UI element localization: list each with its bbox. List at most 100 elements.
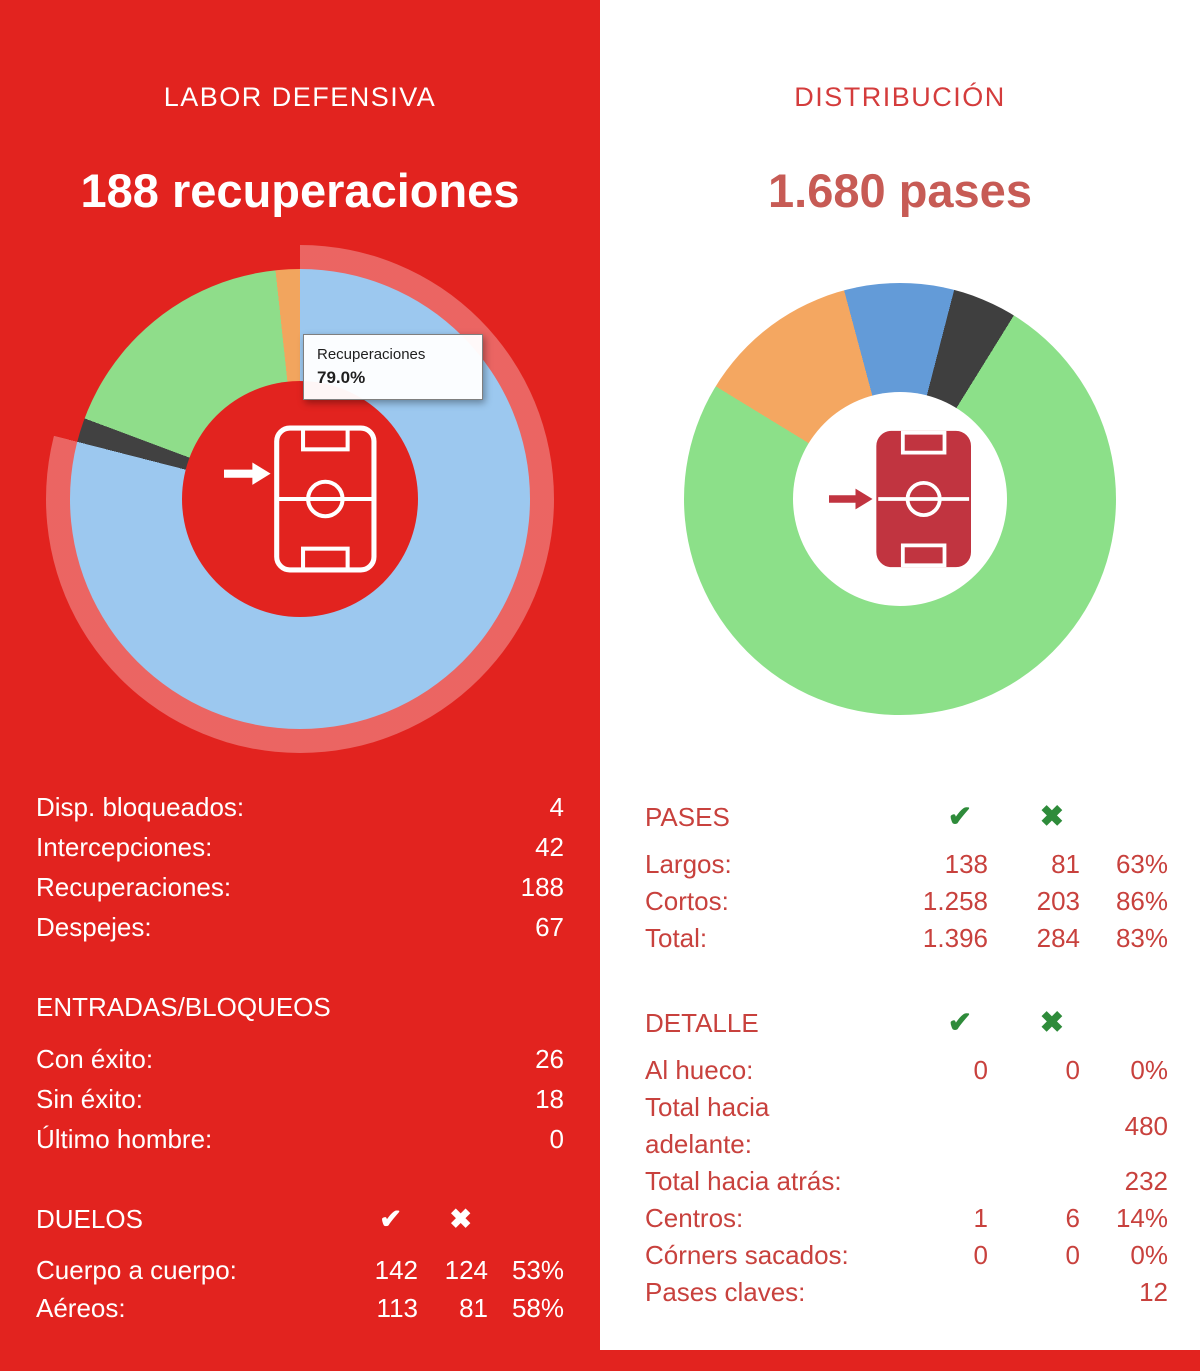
detail-pct: 12 [1139, 1277, 1168, 1307]
detalle-header: DETALLE ✔ ✖ [645, 1005, 1168, 1042]
detail-pct: 14% [1115, 1203, 1168, 1233]
stat-value: 188 [520, 872, 564, 902]
duel-lost: 124 [444, 1255, 488, 1285]
pass-bad: 203 [1036, 886, 1080, 916]
duel-pct: 58% [511, 1293, 564, 1323]
stat-row: Intercepciones: 42 [36, 827, 564, 867]
stat-label: Cortos: [645, 886, 729, 916]
detail-pct: 0% [1130, 1055, 1168, 1085]
detail-row: Total hacia adelante: 480 [645, 1089, 1168, 1163]
duel-lost: 81 [459, 1293, 488, 1323]
stat-value: 42 [535, 832, 564, 862]
stat-row: Sin éxito: 18 [36, 1079, 564, 1119]
stat-row: Con éxito: 26 [36, 1039, 564, 1079]
section-title-pases: PASES [645, 802, 730, 832]
duelos-list: Cuerpo a cuerpo: 142 124 53% Aéreos: 113… [36, 1251, 564, 1327]
stat-row: Recuperaciones: 188 [36, 867, 564, 907]
pass-row: Total: 1.396 284 83% [645, 920, 1168, 957]
stat-value: 67 [535, 912, 564, 942]
stat-label: Total hacia adelante: [645, 1092, 770, 1159]
left-headline: 188 recuperaciones [80, 164, 520, 217]
passes-stats-list: PASES ✔ ✖ Largos: 138 81 63% Cortos: 1.2… [600, 799, 1200, 1311]
tooltip-label: Recuperaciones [317, 346, 426, 363]
donut-center [182, 380, 418, 617]
stat-value: 18 [535, 1084, 564, 1114]
stat-value: 4 [549, 792, 564, 822]
duel-row: Aéreos: 113 81 58% [36, 1289, 564, 1327]
section-title-detalle: DETALLE [645, 1008, 759, 1038]
detail-row: Pases claves: 12 [645, 1274, 1168, 1311]
check-icon: ✔ [379, 1204, 402, 1234]
pases-list: Largos: 138 81 63% Cortos: 1.258 203 86%… [645, 846, 1168, 957]
pases-header: PASES ✔ ✖ [645, 799, 1168, 836]
stat-row: Despejes: 67 [36, 907, 564, 947]
stat-label: Último hombre: [36, 1124, 213, 1154]
detail-pct: 480 [1124, 1110, 1168, 1141]
stat-label: Total: [645, 923, 708, 953]
pass-pct: 63% [1115, 849, 1168, 879]
stat-row: Último hombre: 0 [36, 1119, 564, 1159]
arrow-icon [224, 462, 271, 485]
cross-icon: ✖ [1039, 1007, 1064, 1039]
check-icon: ✔ [947, 1007, 972, 1039]
pass-pct: 86% [1115, 886, 1168, 916]
stat-label: Intercepciones: [36, 832, 213, 862]
stat-label: Pases claves: [645, 1277, 806, 1307]
bottom-red-strip [600, 1350, 1200, 1371]
arrow-icon [829, 488, 873, 509]
pass-good: 1.258 [922, 886, 988, 916]
stat-label: Centros: [645, 1203, 744, 1233]
recoveries-donut-chart-area: Recuperaciones 79.0% [0, 244, 600, 753]
cross-icon: ✖ [1039, 801, 1064, 833]
detail-pct: 0% [1130, 1240, 1168, 1270]
detail-good: 0 [973, 1240, 988, 1270]
pitch-icon [224, 425, 377, 572]
pass-good: 138 [944, 849, 988, 879]
section-title-duelos: DUELOS [36, 1204, 143, 1234]
pass-row: Largos: 138 81 63% [645, 846, 1168, 883]
stat-label: Cuerpo a cuerpo: [36, 1255, 237, 1285]
right-headline: 1.680 pases [768, 164, 1032, 217]
pass-good: 1.396 [922, 923, 988, 953]
pass-pct: 83% [1115, 923, 1168, 953]
left-panel-defensive: LABOR DEFENSIVA 188 recuperaciones [0, 0, 600, 1371]
stat-label: Sin éxito: [36, 1084, 143, 1114]
duel-pct: 53% [511, 1255, 564, 1285]
stat-label: Aéreos: [36, 1293, 126, 1323]
check-icon: ✔ [947, 801, 972, 833]
duelos-header: DUELOS ✔ ✖ [36, 1199, 564, 1239]
passes-donut-chart[interactable] [684, 282, 1116, 715]
detail-row: Córners sacados: 0 0 0% [645, 1237, 1168, 1274]
entradas-list: Con éxito: 26 Sin éxito: 18 Último hombr… [36, 1039, 564, 1159]
chart-tooltip: Recuperaciones 79.0% [303, 334, 483, 400]
right-panel-distribution: DISTRIBUCIÓN 1.680 pases [600, 0, 1200, 1371]
left-panel-title: LABOR DEFENSIVA [163, 82, 437, 112]
passes-donut-chart-area [600, 246, 1200, 751]
stat-label: Con éxito: [36, 1044, 154, 1074]
duel-row: Cuerpo a cuerpo: 142 124 53% [36, 1251, 564, 1289]
detail-bad: 6 [1065, 1203, 1080, 1233]
tooltip-value: 79.0% [317, 368, 366, 387]
stat-label: Recuperaciones: [36, 872, 232, 902]
duel-won: 142 [374, 1255, 418, 1285]
section-title-entradas: ENTRADAS/BLOQUEOS [36, 992, 331, 1022]
detail-good: 1 [973, 1203, 988, 1233]
stat-value: 26 [535, 1044, 564, 1074]
pass-row: Cortos: 1.258 203 86% [645, 883, 1168, 920]
detail-row: Al hueco: 0 0 0% [645, 1052, 1168, 1089]
detail-bad: 0 [1065, 1055, 1080, 1085]
stat-label: Total hacia atrás: [645, 1166, 842, 1196]
cross-icon: ✖ [449, 1204, 472, 1234]
defensive-stats-list: Disp. bloqueados: 4 Intercepciones: 42 R… [0, 787, 600, 1327]
pitch-icon [829, 430, 972, 567]
detail-row: Centros: 1 6 14% [645, 1200, 1168, 1237]
detail-row: Total hacia atrás: 232 [645, 1163, 1168, 1200]
stat-value: 0 [549, 1124, 564, 1154]
pass-bad: 284 [1036, 923, 1080, 953]
stat-label: Largos: [645, 849, 732, 879]
stat-label: Despejes: [36, 912, 152, 942]
pass-bad: 81 [1051, 849, 1080, 879]
detalle-list: Al hueco: 0 0 0% Total hacia adelante: 4… [645, 1052, 1168, 1311]
stat-label: Disp. bloqueados: [36, 792, 245, 822]
